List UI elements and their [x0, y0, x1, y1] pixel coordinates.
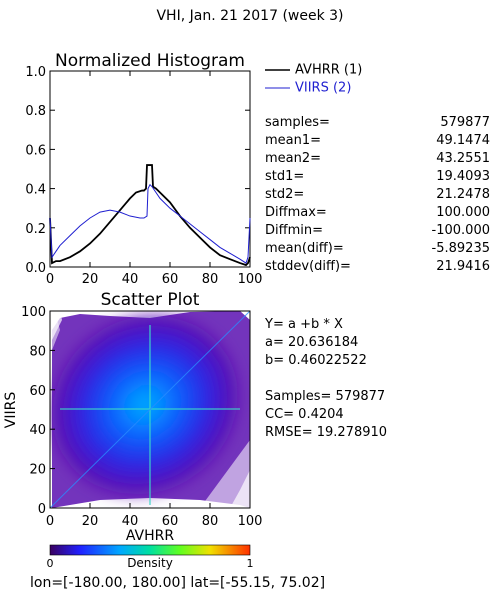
legend-label-avhrr: AVHRR (1) — [295, 63, 362, 78]
regression-a: a= 20.636184 — [265, 335, 358, 350]
figure-title: VHI, Jan. 21 2017 (week 3) — [156, 8, 343, 24]
colorbar-max: 1 — [247, 557, 254, 570]
regression-equation: Y= a +b * X — [264, 317, 343, 332]
legend-label-viirs: VIIRS (2) — [295, 81, 351, 96]
density-core — [53, 316, 237, 494]
scatter-ytick-label: 0 — [38, 502, 46, 517]
stat-value: 43.2551 — [436, 151, 490, 166]
histogram-title: Normalized Histogram — [55, 51, 245, 71]
spatial-extent: lon=[-180.00, 180.00] lat=[-55.15, 75.02… — [30, 575, 325, 591]
histogram-series — [49, 164, 251, 267]
scatter-ytick-label: 100 — [21, 305, 46, 320]
stat-value: 579877 — [440, 115, 490, 130]
scatter-xtick-label: 40 — [122, 514, 139, 529]
scatter-ytick-label: 20 — [29, 463, 46, 478]
scatter-title: Scatter Plot — [101, 290, 200, 310]
stat-value: -100.000 — [432, 223, 490, 238]
scatter-axis-ticks: 0 20 40 60 80 100 0 20 40 60 80 100 — [21, 305, 262, 529]
histogram-axis-ticks: 0 20 40 60 80 100 0.0 0.2 0.4 0.6 0.8 1.0 — [25, 65, 262, 287]
stat-label: std2= — [265, 187, 304, 202]
histogram-xtick-label: 40 — [122, 272, 139, 287]
histogram-ytick-label: 0.8 — [25, 104, 46, 119]
one-to-one-line — [50, 311, 250, 508]
histogram-legend: AVHRR (1) VIIRS (2) — [265, 63, 362, 96]
stat-label: Diffmin= — [265, 223, 323, 238]
histogram-xtick-label: 20 — [82, 272, 99, 287]
scatter-chart: Scatter Plot 0 20 40 60 80 100 0 20 40 60 80 100 AV… — [3, 290, 262, 544]
scatter-xlabel: AVHRR — [126, 528, 175, 544]
histogram-xtick-label: 80 — [202, 272, 219, 287]
histogram-statistics: samples= 579877 mean1= 49.1474 mean2= 43.2551… — [265, 115, 490, 274]
scatter-ylabel: VIIRS — [3, 392, 19, 429]
histogram-ytick-label: 0.4 — [25, 183, 46, 198]
scatter-ytick-label: 40 — [29, 423, 46, 438]
stat-label: mean2= — [265, 151, 321, 166]
stat-label: Diffmax= — [265, 205, 327, 220]
stat-value: 21.9416 — [436, 259, 490, 274]
scatter-density — [50, 311, 250, 508]
histogram-line-viirs — [49, 183, 251, 264]
stat-label: mean1= — [265, 133, 321, 148]
scatter-xtick-label: 0 — [46, 514, 54, 529]
histogram-ytick-label: 1.0 — [25, 65, 46, 80]
scatter-ytick-label: 80 — [29, 344, 46, 359]
stat-value: -5.89235 — [432, 241, 490, 256]
stat-label: stddev(diff)= — [265, 259, 351, 274]
histogram-ytick-label: 0.6 — [25, 143, 46, 158]
scatter-ytick-label: 60 — [29, 384, 46, 399]
histogram-line-avhrr — [49, 164, 251, 267]
scatter-xtick-label: 100 — [238, 514, 263, 529]
regression-rmse: RMSE= 19.278910 — [265, 425, 387, 440]
colorbar-gradient — [49, 544, 251, 556]
stat-value: 21.2478 — [436, 187, 490, 202]
stat-value: 19.4093 — [436, 169, 490, 184]
stat-value: 100.000 — [436, 205, 490, 220]
scatter-frame — [49, 310, 251, 509]
stat-label: mean(diff)= — [265, 241, 344, 256]
histogram-xtick-label: 0 — [46, 272, 54, 287]
scatter-xtick-label: 60 — [162, 514, 179, 529]
colorbar-label: Density — [127, 556, 173, 570]
regression-cc: CC= 0.4204 — [265, 407, 344, 422]
histogram-chart: Normalized Histogram 0 20 40 60 80 1000.00.20… — [25, 51, 262, 287]
scatter-xtick-label: 20 — [82, 514, 99, 529]
stat-value: 49.1474 — [436, 133, 490, 148]
stat-label: samples= — [265, 115, 330, 130]
stat-label: std1= — [265, 169, 304, 184]
histogram-xtick-label: 100 — [238, 272, 263, 287]
scatter-xtick-label: 80 — [202, 514, 219, 529]
histogram-ytick-label: 0.2 — [25, 222, 46, 237]
histogram-frame — [49, 70, 251, 268]
regression-b: b= 0.46022522 — [265, 353, 367, 368]
regression-statistics: Y= a +b * X a= 20.636184 b= 0.46022522 S… — [264, 317, 387, 440]
colorbar-min: 0 — [47, 557, 54, 570]
histogram-ytick-label: 0.0 — [25, 261, 46, 276]
histogram-xtick-label: 60 — [162, 272, 179, 287]
regression-samples: Samples= 579877 — [265, 389, 385, 404]
density-colorbar: 0 Density 1 — [47, 544, 254, 570]
